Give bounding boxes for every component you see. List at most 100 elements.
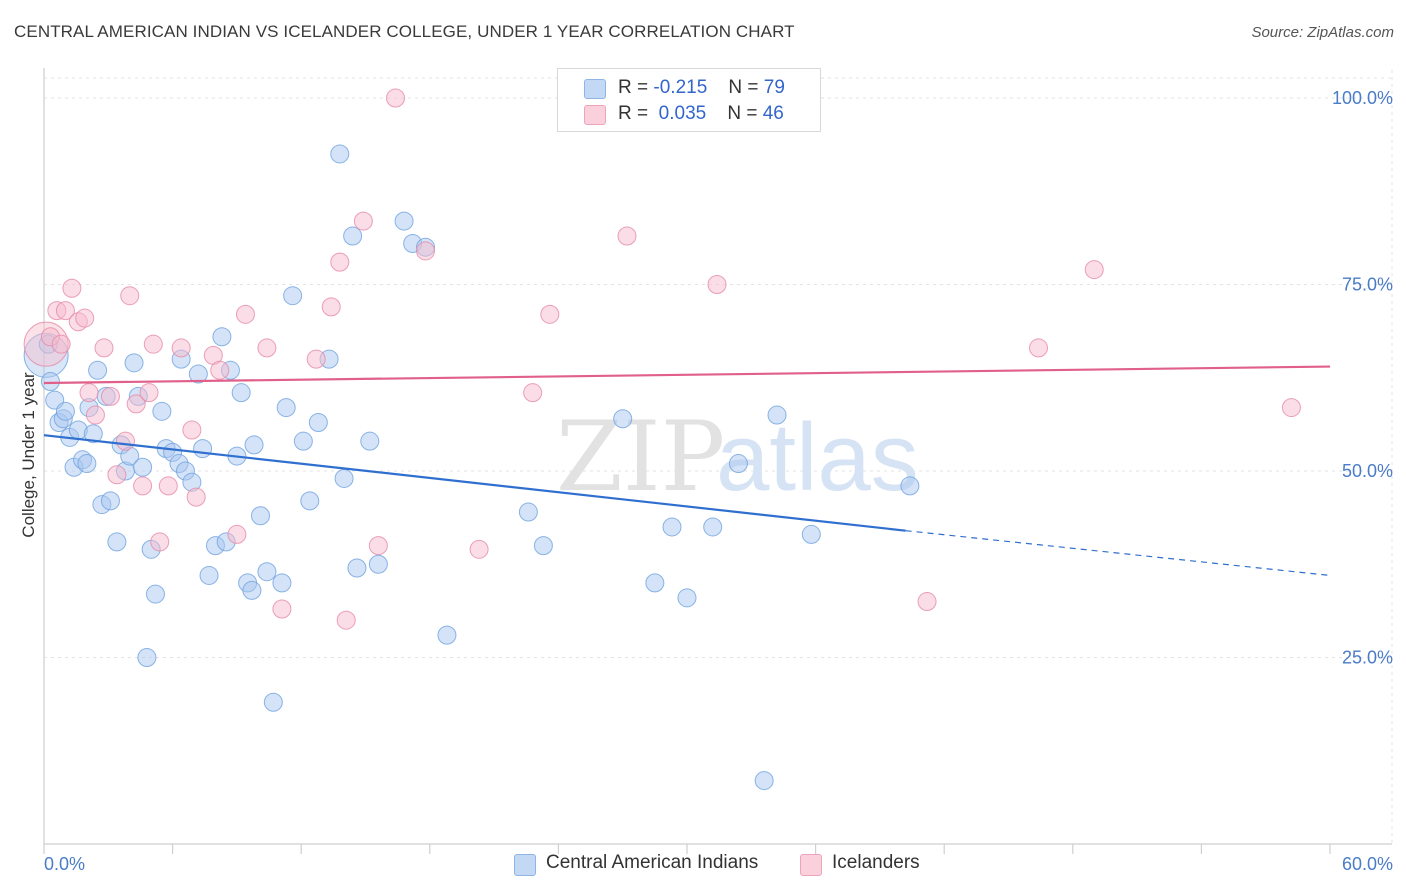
bottom-legend-label: Icelanders <box>832 852 920 873</box>
data-point <box>334 468 354 488</box>
data-point <box>83 424 103 444</box>
data-point <box>85 405 105 425</box>
data-point <box>210 360 230 380</box>
data-point <box>353 211 373 231</box>
data-point <box>300 491 320 511</box>
data-point <box>62 278 82 298</box>
data-point <box>227 524 247 544</box>
data-point <box>75 308 95 328</box>
data-point <box>368 536 388 556</box>
data-point <box>263 692 283 712</box>
data-point <box>1029 338 1049 358</box>
data-point <box>244 435 264 455</box>
data-point <box>126 394 146 414</box>
y-tick-label: 75.0% <box>1342 275 1393 295</box>
data-point <box>728 454 748 474</box>
data-point <box>115 431 135 451</box>
data-point <box>416 241 436 261</box>
trend-line-blue <box>43 434 906 532</box>
data-point <box>272 573 292 593</box>
data-point <box>182 420 202 440</box>
data-point <box>767 405 787 425</box>
data-point <box>250 506 270 526</box>
data-point <box>336 610 356 630</box>
data-point <box>231 383 251 403</box>
legend-n-value: 79 <box>763 77 785 98</box>
data-point <box>40 371 60 391</box>
legend-r-label: R = <box>618 103 649 124</box>
trend-lines <box>43 365 1331 577</box>
data-point <box>158 476 178 496</box>
data-point <box>171 338 191 358</box>
data-point <box>107 465 127 485</box>
watermark-zip: ZIP <box>556 401 725 513</box>
data-point <box>143 334 163 354</box>
data-point <box>276 398 296 418</box>
data-point <box>124 353 144 373</box>
data-point <box>199 565 219 585</box>
bottom-legend-swatch-pink <box>800 854 822 876</box>
data-point <box>94 338 114 358</box>
trend-line-pink <box>43 365 1331 385</box>
y-tick-labels: 25.0% 50.0% 75.0% 100.0% <box>1332 88 1393 668</box>
data-point <box>100 491 120 511</box>
x-tick-label-max: 60.0% <box>1342 854 1393 874</box>
y-tick-label: 25.0% <box>1342 648 1393 668</box>
legend-n-label: N = <box>727 103 758 124</box>
data-point <box>242 580 262 600</box>
legend-n-value: 46 <box>762 103 784 124</box>
data-point <box>306 349 326 369</box>
chart-source: Source: ZipAtlas.com <box>1251 24 1394 41</box>
data-point <box>801 524 821 544</box>
y-axis-label: College, Under 1 year <box>19 372 38 538</box>
data-point <box>900 476 920 496</box>
data-point <box>533 536 553 556</box>
y-tick-label: 100.0% <box>1332 88 1393 108</box>
data-point <box>77 454 97 474</box>
data-point <box>662 517 682 537</box>
data-point <box>137 648 157 667</box>
data-point <box>293 431 313 451</box>
data-point <box>212 327 232 347</box>
chart-title: CENTRAL AMERICAN INDIAN VS ICELANDER COL… <box>14 22 795 41</box>
data-point <box>133 476 153 496</box>
data-point <box>235 304 255 324</box>
data-point <box>257 338 277 358</box>
data-point <box>79 383 99 403</box>
data-point <box>55 401 75 421</box>
data-point <box>677 588 697 608</box>
axes <box>43 68 1392 854</box>
data-point <box>343 226 363 246</box>
series-icelanders <box>23 88 1301 630</box>
y-tick-label: 50.0% <box>1342 461 1393 481</box>
data-point <box>518 502 538 522</box>
watermark-atlas: atlas <box>716 404 919 511</box>
data-point <box>617 226 637 246</box>
trend-line-blue-extension <box>905 530 1331 577</box>
data-point <box>754 771 774 791</box>
data-point <box>1084 260 1104 280</box>
data-point <box>386 88 406 108</box>
data-point <box>100 386 120 406</box>
correlation-legend: R = -0.215 N = 79 R = 0.035 N = 46 <box>557 68 821 132</box>
data-point <box>51 334 71 354</box>
data-point <box>308 413 328 433</box>
legend-swatch-pink <box>584 105 606 125</box>
data-point <box>120 286 140 306</box>
legend-n-label: N = <box>728 77 759 98</box>
data-point <box>145 584 165 604</box>
data-point <box>257 562 277 582</box>
data-point <box>523 383 543 403</box>
data-point <box>283 286 303 306</box>
data-point <box>186 487 206 507</box>
data-point <box>321 297 341 317</box>
data-point <box>88 360 108 380</box>
data-point <box>360 431 380 451</box>
data-point <box>347 558 367 578</box>
data-point <box>613 409 633 429</box>
data-point <box>1281 398 1301 418</box>
data-point <box>540 304 560 324</box>
data-point <box>437 625 457 645</box>
data-point <box>469 539 489 559</box>
